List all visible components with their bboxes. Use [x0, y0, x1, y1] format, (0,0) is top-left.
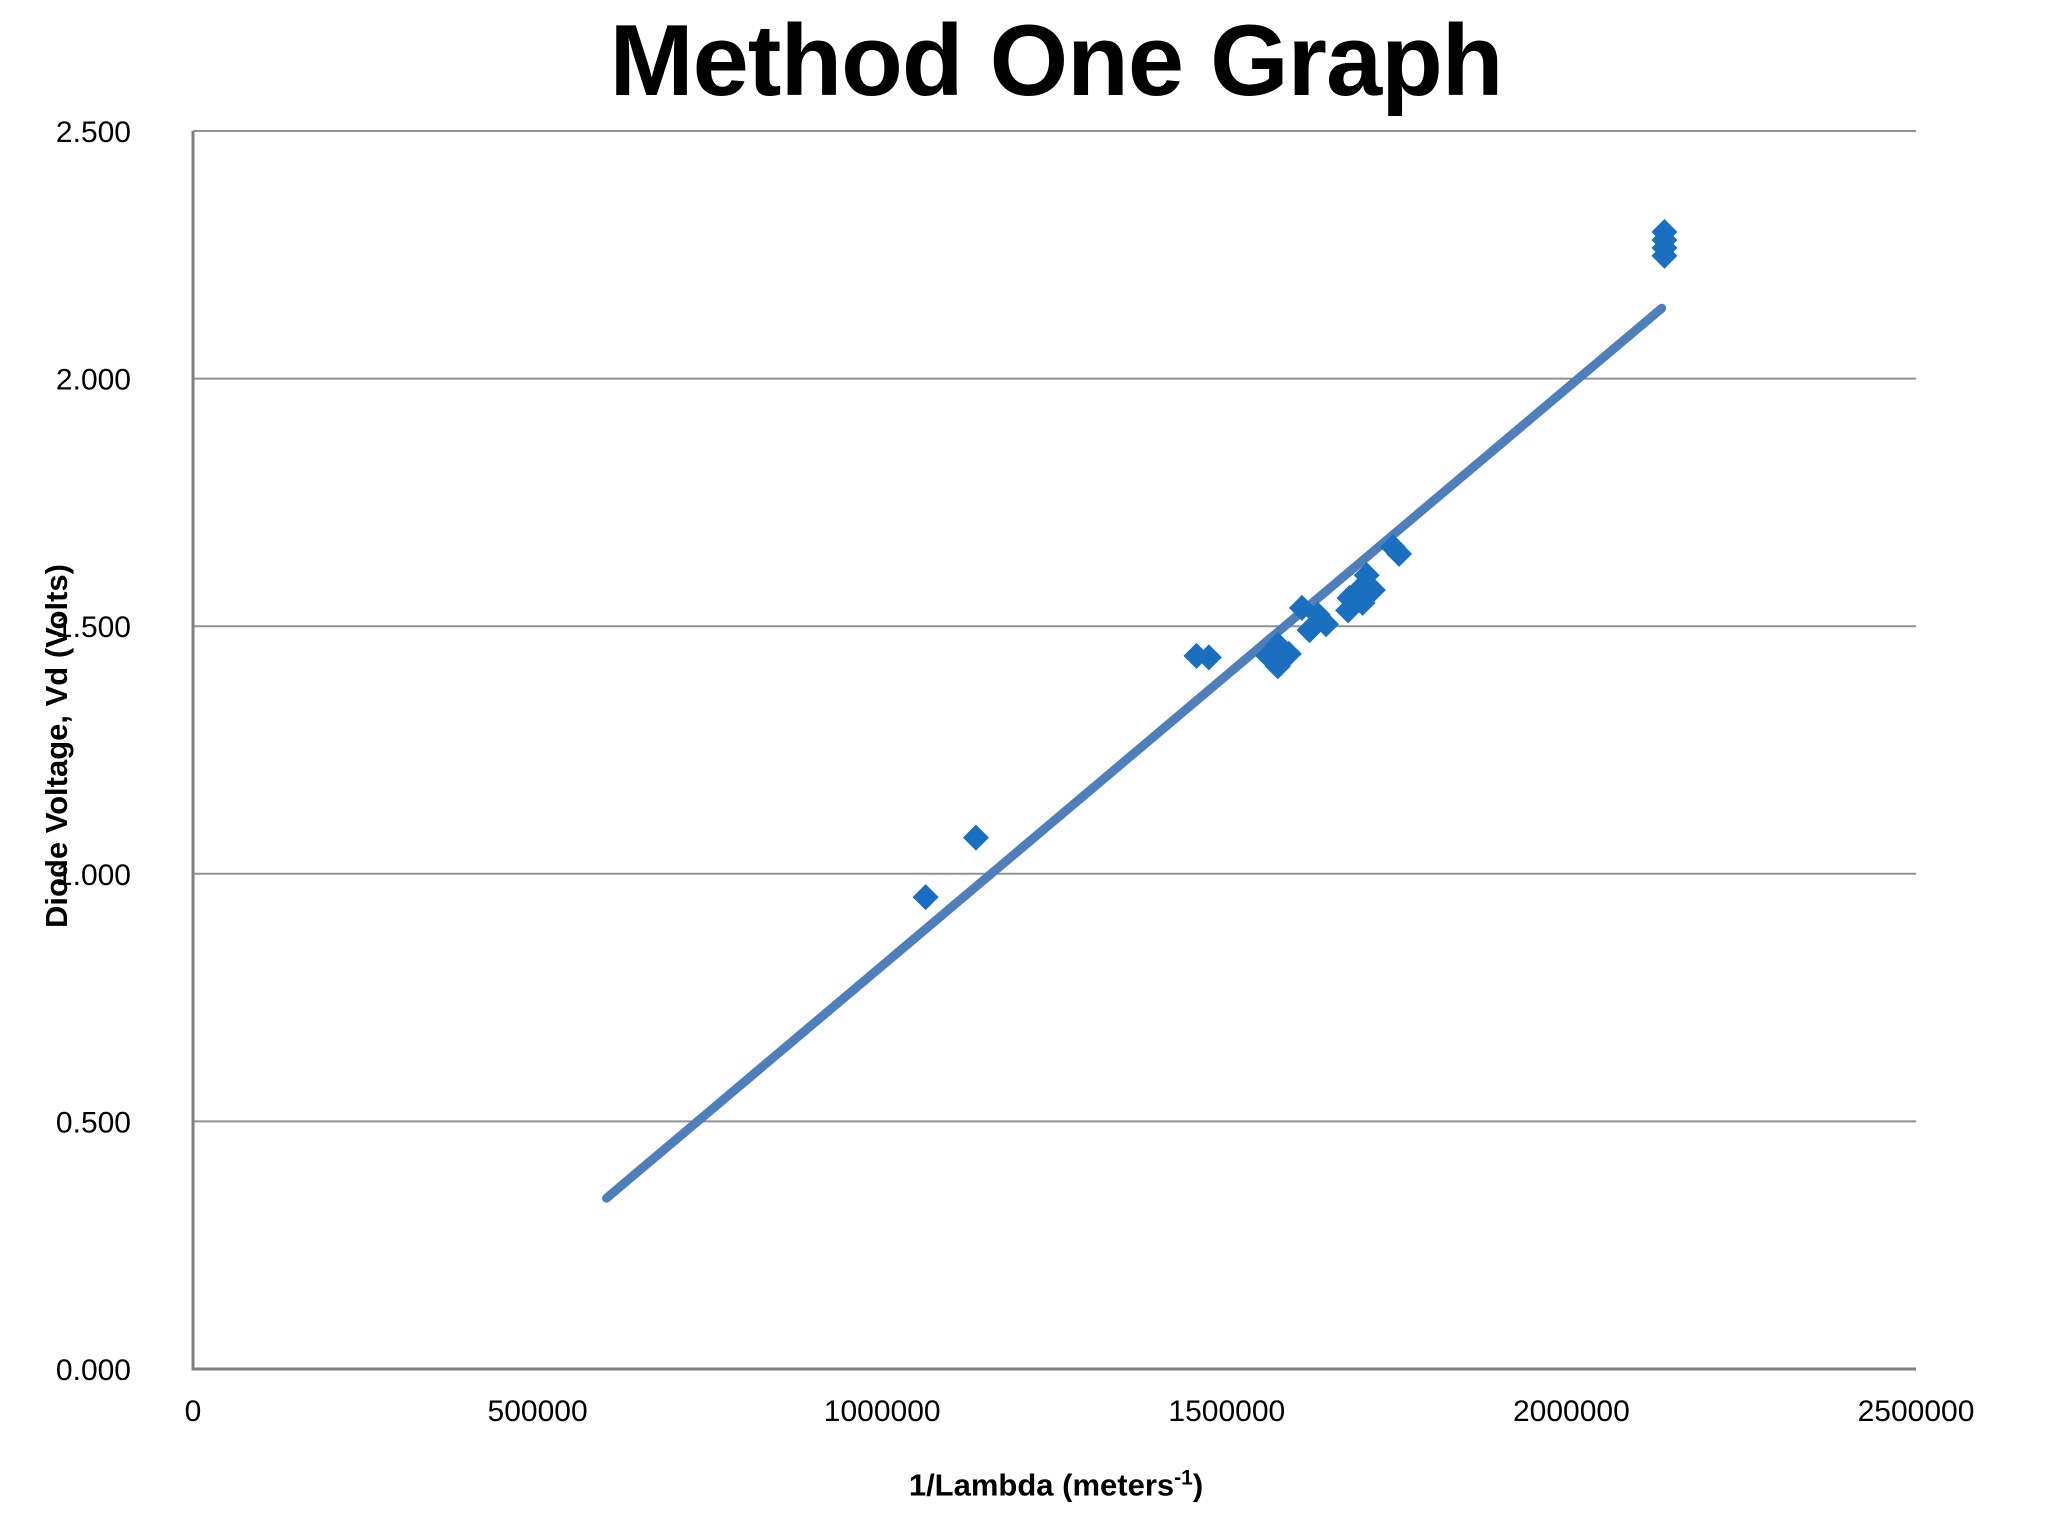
y-axis-title-text: Diode Voltage, Vd (Volts): [39, 564, 74, 928]
x-axis-title-text: 1/Lambda (meters: [908, 1467, 1175, 1503]
trendline: [602, 303, 1667, 1203]
y-axis-tick-label: 0.000: [56, 1354, 131, 1387]
y-axis-tick-label: 1.000: [56, 859, 131, 892]
chart-title: Method One Graph: [609, 5, 1504, 117]
data-point-diamond: [912, 884, 939, 911]
data-point-diamond: [1264, 653, 1291, 680]
y-axis-tick-label: 2.500: [56, 116, 131, 149]
data-point-diamond: [962, 824, 989, 851]
y-axis-title: Diode Voltage, Vd (Volts): [39, 564, 75, 928]
data-point-diamond: [1386, 540, 1413, 567]
x-axis-title: 1/Lambda (meters-1): [909, 1466, 1203, 1503]
x-axis-title-close: ): [1192, 1467, 1204, 1503]
data-point-diamond: [1195, 644, 1222, 671]
x-axis-tick-label: 2500000: [1858, 1395, 1975, 1428]
y-axis-tick-label: 2.000: [56, 364, 131, 397]
data-point-diamond: [1335, 597, 1362, 624]
y-axis-tick-label: 1.500: [56, 611, 131, 644]
x-axis-title-superscript: -1: [1174, 1466, 1193, 1490]
x-axis-tick-label: 500000: [488, 1395, 588, 1428]
data-point-diamond: [1651, 242, 1678, 269]
x-axis-tick-label: 2000000: [1513, 1395, 1630, 1428]
y-axis-tick-label: 0.500: [56, 1106, 131, 1139]
data-point-diamond: [1296, 617, 1323, 644]
x-axis-tick-label: 1500000: [1168, 1395, 1285, 1428]
x-axis-tick-label: 1000000: [824, 1395, 941, 1428]
x-axis-tick-label: 0: [185, 1395, 202, 1428]
